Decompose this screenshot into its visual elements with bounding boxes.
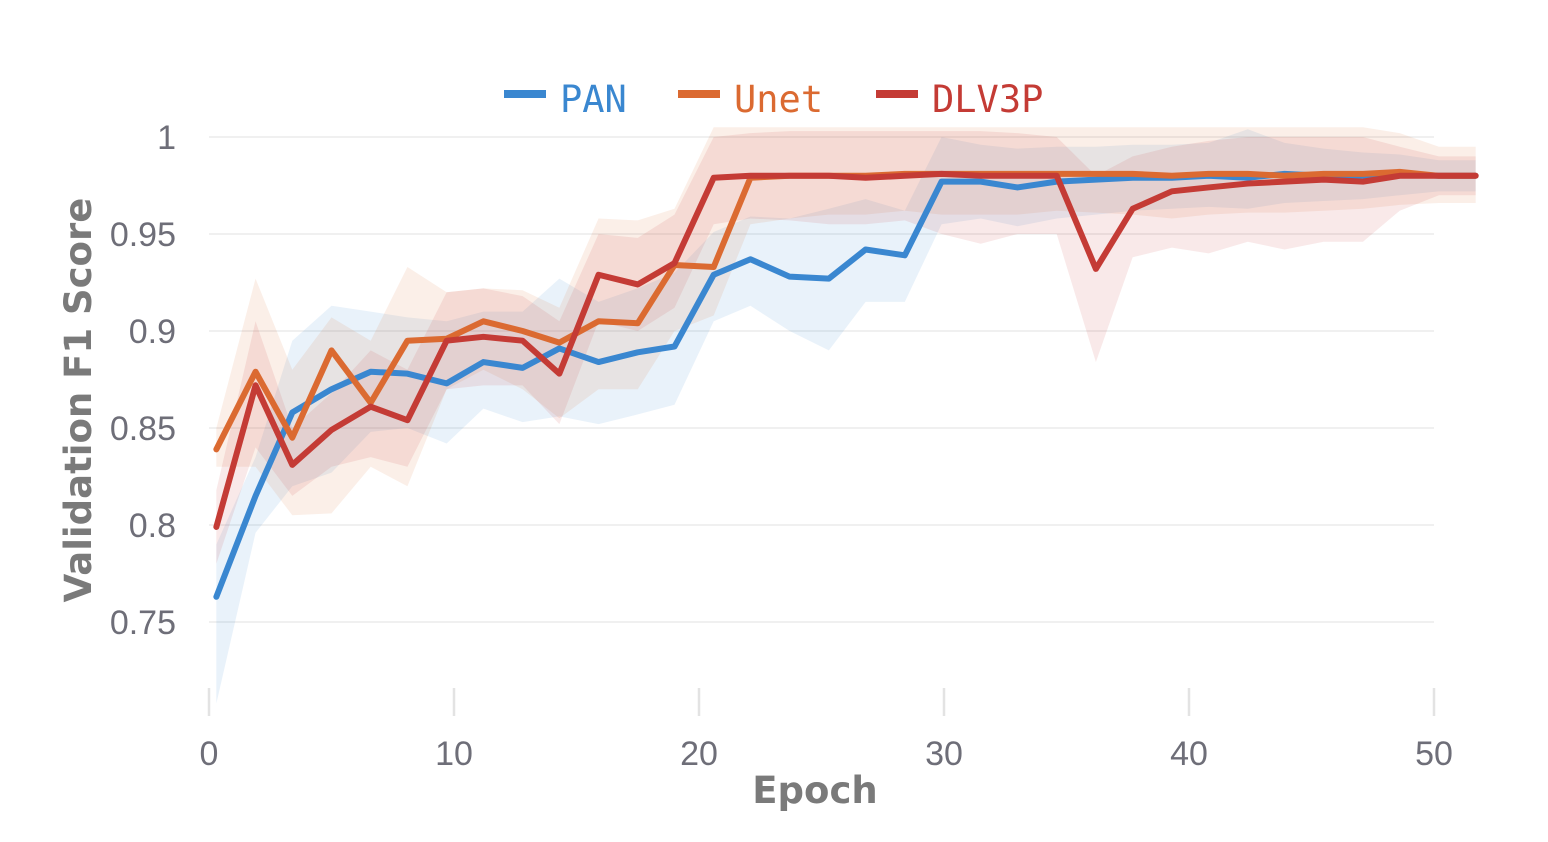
legend-label: DLV3P xyxy=(932,78,1043,121)
confidence-band-dlv3p xyxy=(216,131,1476,564)
x-tick-label: 0 xyxy=(200,735,219,773)
y-tick-label: 0.75 xyxy=(110,604,176,642)
legend-label: PAN xyxy=(560,78,627,121)
y-axis-title: Validation F1 Score xyxy=(57,198,100,603)
y-tick-label: 1 xyxy=(157,119,176,157)
x-tick-label: 20 xyxy=(680,735,718,773)
y-axis-ticks: 0.75 0.8 0.85 0.9 0.95 1 xyxy=(110,119,176,642)
y-tick-label: 0.95 xyxy=(110,216,176,254)
legend-label: Unet xyxy=(734,78,823,121)
confidence-band-unet xyxy=(216,127,1476,516)
x-tick-label: 40 xyxy=(1170,735,1208,773)
legend-item-unet: Unet xyxy=(678,78,823,121)
x-axis-ticks: 0 10 20 30 40 50 xyxy=(200,688,1453,773)
y-tick-label: 0.85 xyxy=(110,410,176,448)
y-tick-label: 0.9 xyxy=(129,313,176,351)
legend-item-dlv3p: DLV3P xyxy=(876,78,1043,121)
confidence-bands xyxy=(216,127,1476,704)
x-tick-label: 30 xyxy=(925,735,963,773)
x-tick-label: 10 xyxy=(435,735,473,773)
grid-lines xyxy=(209,136,1434,623)
series-lines xyxy=(213,168,1479,600)
confidence-band-pan xyxy=(216,129,1476,704)
x-axis-title: Epoch xyxy=(752,769,877,812)
legend: PAN Unet DLV3P xyxy=(504,78,1043,121)
series-line-dlv3p xyxy=(213,170,1479,530)
x-tick-label: 50 xyxy=(1415,735,1453,773)
y-tick-label: 0.8 xyxy=(129,507,176,545)
legend-item-pan: PAN xyxy=(504,78,627,121)
